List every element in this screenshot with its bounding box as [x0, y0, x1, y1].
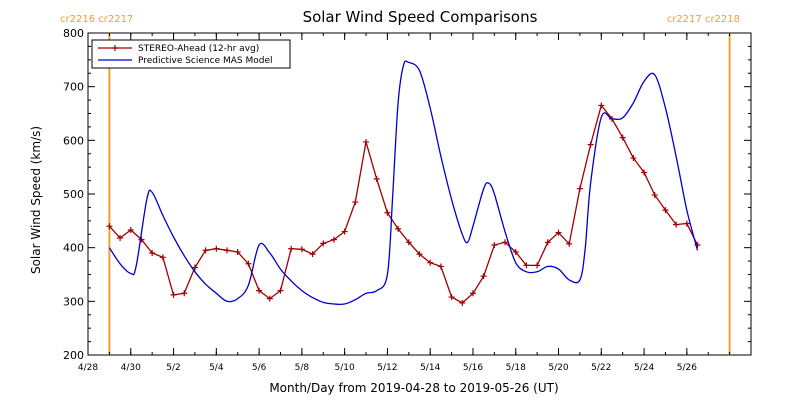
rotation-marker-label: cr2216 cr2217: [60, 14, 133, 25]
stereo-data-point: [341, 228, 348, 235]
stereo-data-point: [683, 220, 690, 227]
stereo-data-point: [416, 251, 423, 258]
stereo-data-point: [469, 290, 476, 297]
stereo-data-point: [117, 235, 124, 242]
stereo-data-point: [512, 248, 519, 255]
plot-frame: [87, 32, 752, 356]
stereo-data-point: [127, 226, 134, 233]
stereo-data-point: [576, 185, 583, 192]
stereo-data-point: [159, 254, 166, 261]
stereo-data-point: [149, 250, 156, 257]
x-tick-label: 5/6: [252, 363, 267, 373]
stereo-data-point: [170, 291, 177, 298]
stereo-data-point: [437, 263, 444, 270]
stereo-data-point: [566, 240, 573, 247]
x-tick-label: 5/24: [634, 363, 654, 373]
y-axis-label: Solar Wind Speed (km/s): [29, 126, 43, 274]
stereo-data-point: [630, 155, 637, 162]
stereo-data-point: [256, 287, 263, 294]
y-axis-label-group: Solar Wind Speed (km/s): [29, 126, 43, 274]
x-tick-label: 5/26: [677, 363, 697, 373]
stereo-data-point: [330, 236, 337, 243]
stereo-data-point: [427, 259, 434, 266]
stereo-data-point: [245, 260, 252, 267]
axes: 200 300 400 500 600 700 800 4/28 4/30 5/2 5/4 5/6 5/…: [63, 27, 752, 373]
stereo-data-point: [320, 240, 327, 247]
stereo-data-point: [673, 221, 680, 228]
rotation-marker-label: cr2217 cr2218: [667, 14, 740, 25]
x-tick-label: 5/16: [463, 363, 483, 373]
x-tick-label: 5/18: [506, 363, 526, 373]
stereo-data-point: [598, 102, 605, 109]
stereo-data-point: [555, 229, 562, 236]
stereo-data-point: [138, 236, 145, 243]
stereo-data-point: [662, 207, 669, 214]
stereo-data-point: [651, 192, 658, 199]
stereo-data-point: [106, 223, 113, 230]
legend-label-stereo: STEREO-Ahead (12-hr avg): [138, 44, 259, 54]
series-layer: [106, 60, 701, 306]
stereo-data-point: [459, 299, 466, 306]
stereo-data-point: [373, 175, 380, 182]
stereo-data-point: [288, 245, 295, 252]
legend-label-mas: Predictive Science MAS Model: [138, 56, 273, 66]
y-tick-label: 500: [63, 188, 84, 201]
stereo-data-point: [202, 247, 209, 254]
stereo-data-point: [587, 141, 594, 148]
stereo-data-point: [277, 287, 284, 294]
stereo-data-point: [191, 264, 198, 271]
stereo-data-point: [523, 262, 530, 269]
y-tick-label: 700: [63, 81, 84, 94]
stereo-data-point: [405, 239, 412, 246]
stereo-data-point: [534, 262, 541, 269]
y-tick-label: 800: [63, 27, 84, 40]
stereo-data-point: [309, 251, 316, 258]
stereo-data-point: [266, 295, 273, 302]
x-axis-label: Month/Day from 2019-04-28 to 2019-05-26 …: [269, 381, 558, 395]
x-tick-label: 5/14: [420, 363, 440, 373]
stereo-data-point: [181, 290, 188, 297]
x-tick-label: 4/30: [121, 363, 141, 373]
legend-marker-stereo: [112, 45, 118, 51]
stereo-data-point: [384, 209, 391, 216]
stereo-data-point: [502, 239, 509, 246]
stereo-data-point: [641, 169, 648, 176]
stereo-data-point: [491, 241, 498, 248]
stereo-data-point: [298, 246, 305, 253]
x-tick-label: 5/22: [591, 363, 611, 373]
stereo-data-point: [213, 245, 220, 252]
x-tick-label: 5/2: [166, 363, 180, 373]
stereo-data-point: [224, 247, 231, 254]
y-tick-label: 200: [63, 349, 84, 362]
x-tick-label: 5/8: [295, 363, 310, 373]
series-line-mas: [108, 60, 699, 306]
rotation-markers: cr2216 cr2217 cr2217 cr2218: [60, 14, 740, 355]
stereo-data-point: [352, 199, 359, 206]
legend-box: [91, 39, 291, 69]
stereo-data-point: [363, 138, 370, 145]
x-tick-label: 5/4: [209, 363, 224, 373]
x-tick-label: 5/10: [335, 363, 355, 373]
stereo-data-point: [234, 248, 241, 255]
y-tick-label: 400: [63, 242, 84, 255]
x-tick-label: 4/28: [78, 363, 98, 373]
stereo-data-point: [619, 134, 626, 141]
stereo-data-point: [480, 273, 487, 280]
series-line-stereo: [108, 103, 699, 304]
stereo-data-point: [395, 225, 402, 232]
y-tick-label: 600: [63, 134, 84, 147]
legend: STEREO-Ahead (12-hr avg) Predictive Scie…: [91, 39, 291, 69]
y-tick-label: 300: [63, 295, 84, 308]
stereo-data-point: [544, 239, 551, 246]
chart-title: Solar Wind Speed Comparisons: [303, 8, 538, 26]
x-tick-label: 5/12: [377, 363, 397, 373]
stereo-data-point: [448, 294, 455, 301]
x-tick-label: 5/20: [548, 363, 568, 373]
